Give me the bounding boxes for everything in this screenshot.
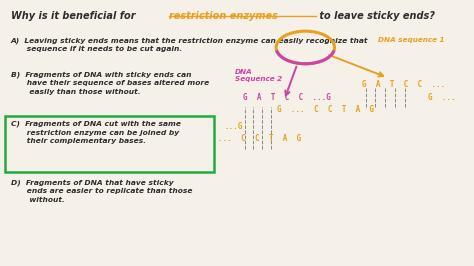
Text: ...G: ...G (225, 122, 243, 131)
Text: A)  Leaving sticky ends means that the restriction enzyme can easily recognize t: A) Leaving sticky ends means that the re… (11, 37, 368, 52)
Text: DNA sequence 1: DNA sequence 1 (378, 37, 445, 43)
Text: to leave sticky ends?: to leave sticky ends? (316, 11, 435, 20)
Text: ...  C  C  T  A  G: ... C C T A G (218, 134, 301, 143)
Text: B)  Fragments of DNA with sticky ends can
      have their sequence of bases alt: B) Fragments of DNA with sticky ends can… (11, 71, 209, 95)
Text: DNA
Sequence 2: DNA Sequence 2 (235, 69, 282, 82)
Text: G  ...  C  C  T  A  G: G ... C C T A G (277, 105, 374, 114)
Text: restriction enzymes: restriction enzymes (169, 11, 278, 20)
Text: G  A  T  C  C  ...: G A T C C ... (362, 80, 445, 89)
Text: G  A  T  C  C  ...G: G A T C C ...G (243, 93, 331, 102)
Text: G  ...: G ... (428, 93, 456, 102)
Text: C)  Fragments of DNA cut with the same
      restriction enzyme can be joined by: C) Fragments of DNA cut with the same re… (11, 120, 181, 144)
Text: Why is it beneficial for: Why is it beneficial for (11, 11, 139, 20)
Text: D)  Fragments of DNA that have sticky
      ends are easier to replicate than th: D) Fragments of DNA that have sticky end… (11, 179, 192, 203)
